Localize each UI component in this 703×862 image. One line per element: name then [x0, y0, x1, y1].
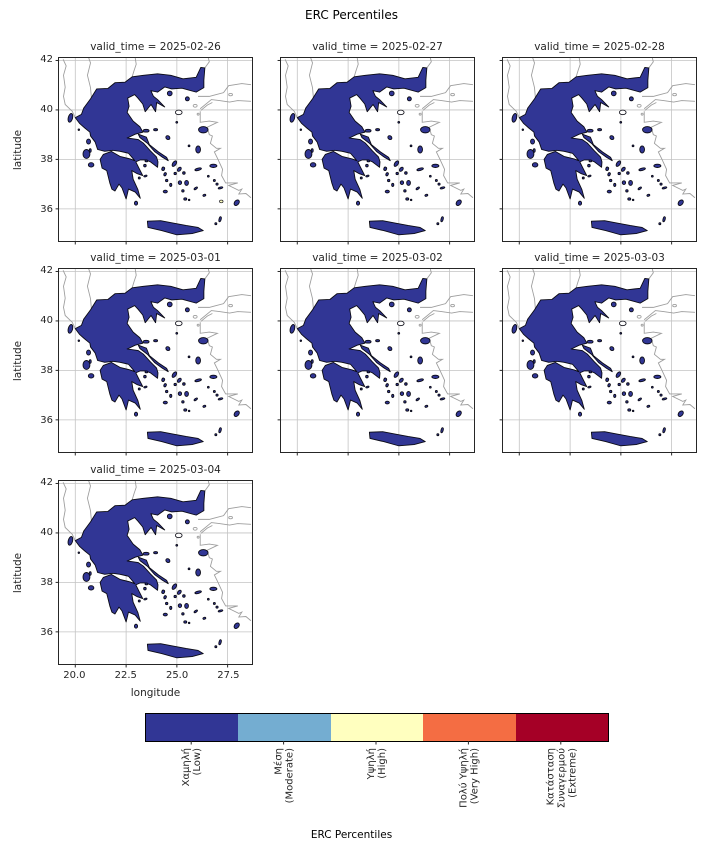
y-tick-label: 36 [40, 626, 53, 638]
y-tick-label: 42 [40, 53, 53, 65]
panel-title: valid_time = 2025-02-28 [534, 41, 665, 53]
colorbar-tick-label: Κατάσταση [544, 748, 556, 805]
map-panel [499, 268, 697, 456]
colorbar-segment-low [146, 714, 239, 741]
colorbar-segment-moderate [238, 714, 331, 741]
y-tick-label: 38 [40, 576, 53, 588]
colorbar-tick-label: (Extreme) [567, 748, 578, 798]
x-tick-label: 27.5 [217, 670, 240, 681]
colorbar-tick-label: (Moderate) [285, 748, 296, 803]
x-axis-label: longitude [130, 687, 181, 699]
colorbar-tick-label: Χαμηλή [180, 748, 192, 786]
x-tick-label: 25.0 [165, 670, 189, 681]
map-panel [277, 57, 475, 245]
figure-title: ERC Percentiles [305, 8, 398, 22]
y-tick-label: 42 [40, 476, 53, 488]
panel-title: valid_time = 2025-03-04 [90, 464, 221, 476]
y-tick-label: 40 [40, 526, 53, 538]
panel-title: valid_time = 2025-02-26 [90, 41, 221, 53]
colorbar-segment-extreme [515, 714, 609, 741]
y-tick-label: 38 [40, 364, 53, 376]
colorbar-tick-label: (Very High) [469, 748, 480, 804]
colorbar-tick-labels: Χαμηλή (Low) Μέση (Moderate) Υψηλή (High… [180, 741, 578, 808]
x-tick-label: 22.5 [114, 670, 137, 681]
colorbar-tick-label: (High) [377, 748, 388, 779]
y-tick-label: 36 [40, 203, 53, 215]
colorbar-tick-label: Μέση [273, 748, 285, 775]
y-tick-label: 38 [40, 153, 53, 165]
y-tick-label: 40 [40, 314, 53, 326]
map-panel [55, 480, 253, 668]
colorbar-tick-label: (Low) [192, 748, 203, 776]
x-tick-label: 20.0 [63, 670, 86, 681]
colorbar-tick-label: Συναγερμού [555, 748, 567, 808]
panel-title: valid_time = 2025-03-02 [312, 252, 443, 264]
high-percentile-spot [219, 199, 224, 204]
colorbar-segment-high [330, 714, 424, 741]
y-axis-label: latitude [12, 340, 24, 381]
y-tick-label: 42 [40, 264, 53, 276]
map-panel [499, 57, 697, 245]
y-axis-label: latitude [12, 129, 24, 170]
map-panel [55, 268, 253, 456]
y-axis-label: latitude [12, 552, 24, 593]
colorbar [145, 713, 609, 742]
colorbar-segment-veryhigh [423, 714, 516, 741]
y-tick-label: 40 [40, 103, 53, 115]
colorbar-tick-label: Πολύ Υψηλή [457, 748, 469, 808]
panel-title: valid_time = 2025-02-27 [312, 41, 443, 53]
panel-title: valid_time = 2025-03-01 [90, 252, 221, 264]
panel-title: valid_time = 2025-03-03 [534, 252, 665, 264]
y-tick-label: 36 [40, 414, 53, 426]
map-panel [55, 57, 253, 245]
colorbar-tick-label: Υψηλή [365, 748, 377, 780]
colorbar-axis-label: ERC Percentiles [310, 829, 393, 841]
map-panel [277, 268, 475, 456]
